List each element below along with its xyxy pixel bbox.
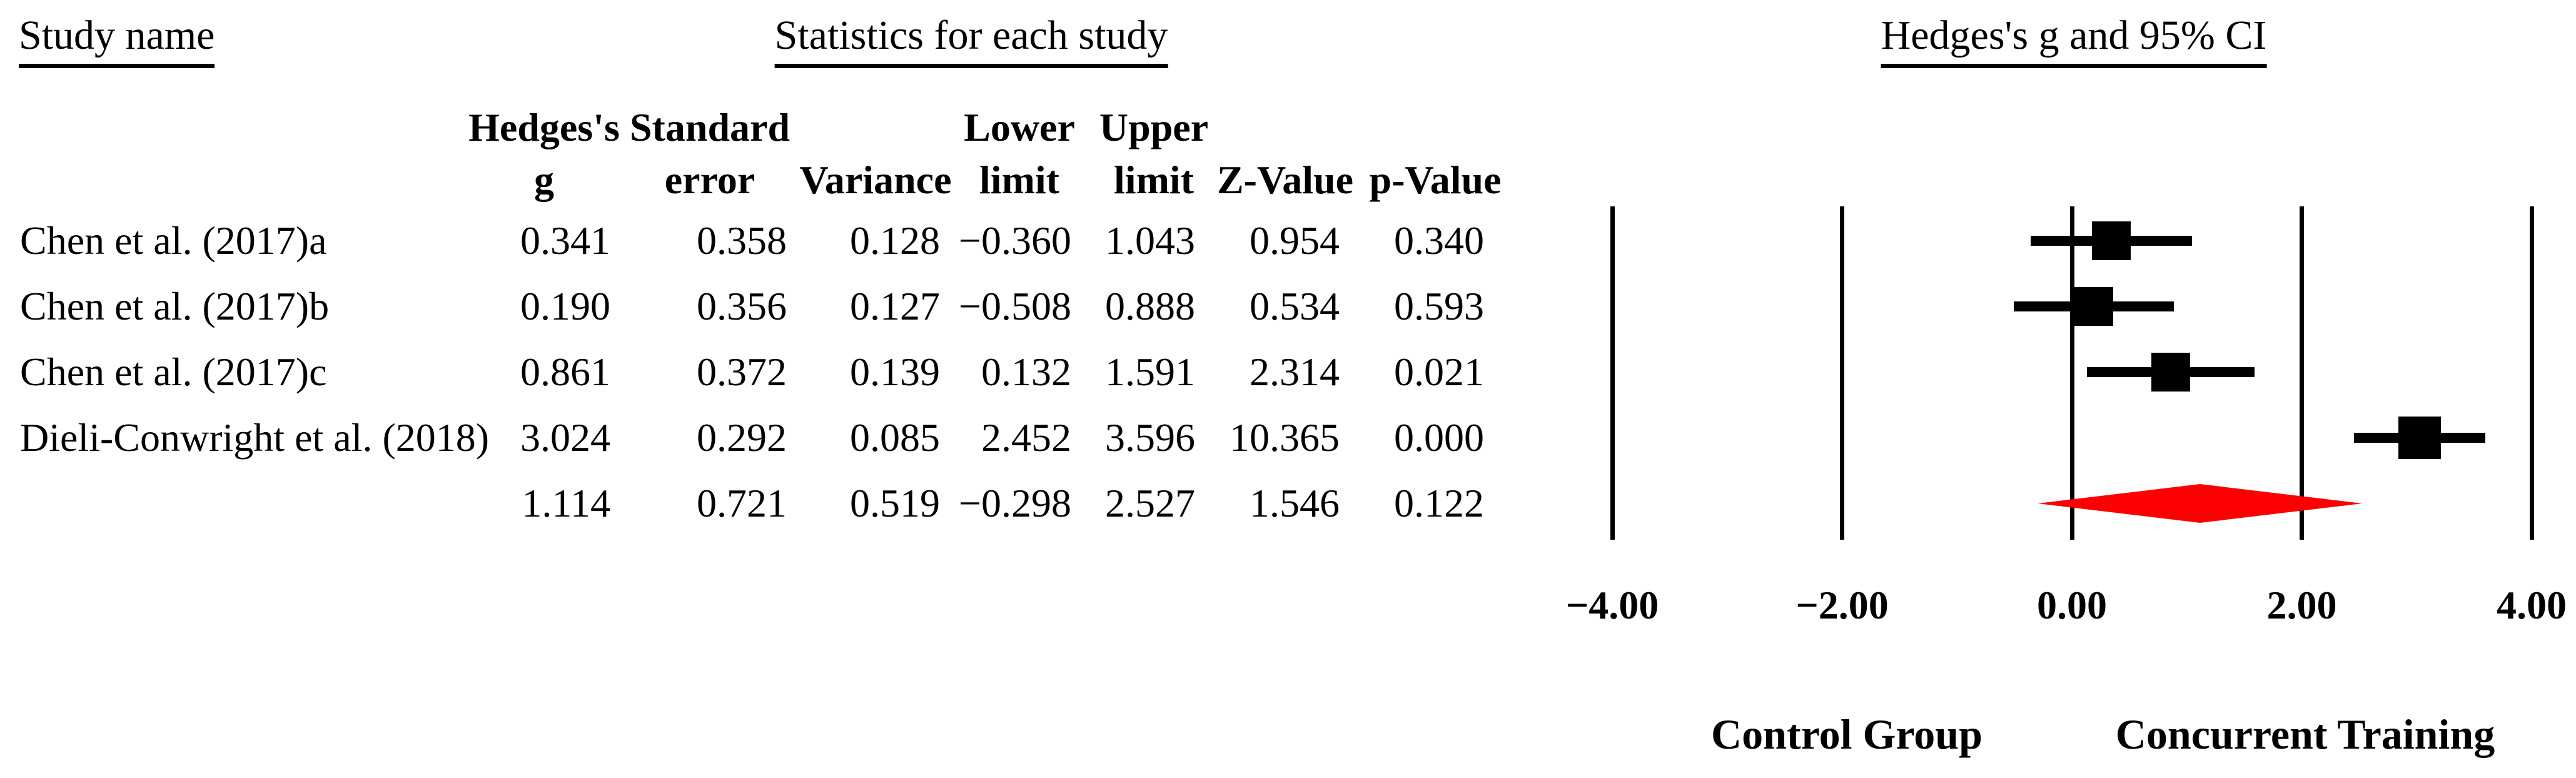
value-cell-g: 0.341 bbox=[520, 218, 610, 263]
axis-tick-label: −4.00 bbox=[1565, 583, 1659, 627]
study-name-header: Study name bbox=[19, 15, 215, 68]
value-cell-g: 1.114 bbox=[522, 481, 610, 525]
column-header-variance: Variance bbox=[799, 158, 952, 202]
value-cell-z: 1.546 bbox=[1250, 481, 1340, 525]
column-header-p-value: p-Value bbox=[1369, 158, 1502, 202]
value-cell-lower: 2.452 bbox=[981, 415, 1071, 460]
ci-header: Hedges's g and 95% CI bbox=[1881, 15, 2267, 68]
value-cell-z: 2.314 bbox=[1250, 350, 1340, 394]
value-cell-z: 0.534 bbox=[1250, 284, 1340, 328]
value-cell-upper: 2.527 bbox=[1105, 481, 1195, 525]
value-cell-se: 0.372 bbox=[697, 350, 787, 394]
value-cell-g: 0.190 bbox=[520, 284, 610, 328]
value-cell-p: 0.021 bbox=[1394, 350, 1484, 394]
axis-tick-label: −2.00 bbox=[1796, 583, 1889, 627]
study-name-cell: Dieli-Conwright et al. (2018) bbox=[20, 415, 490, 460]
axis-gridline bbox=[2529, 206, 2534, 540]
axis-gridline bbox=[1840, 206, 1844, 540]
column-header-lower-limit: Lower limit bbox=[964, 105, 1075, 202]
summary-diamond bbox=[2038, 484, 2363, 523]
axis-tick-label: 4.00 bbox=[2497, 583, 2567, 627]
axis-tick-label: 0.00 bbox=[2037, 583, 2107, 627]
value-cell-lower: 0.132 bbox=[981, 350, 1071, 394]
study-name-cell: Chen et al. (2017)a bbox=[20, 218, 327, 263]
concurrent-training-label: Concurrent Training bbox=[2115, 710, 2495, 758]
axis-gridline bbox=[1610, 206, 1615, 540]
value-cell-g: 0.861 bbox=[520, 350, 610, 394]
value-cell-upper: 0.888 bbox=[1105, 284, 1195, 328]
axis-gridline bbox=[2300, 206, 2304, 540]
effect-square bbox=[2074, 287, 2113, 326]
control-group-label: Control Group bbox=[1711, 710, 1983, 758]
value-cell-p: 0.340 bbox=[1394, 218, 1484, 263]
value-cell-z: 10.365 bbox=[1230, 415, 1340, 460]
value-cell-p: 0.593 bbox=[1394, 284, 1484, 328]
statistics-header: Statistics for each study bbox=[774, 15, 1168, 68]
column-header-hedges-g: Hedges's g bbox=[468, 105, 620, 202]
axis-tick-label: 2.00 bbox=[2266, 583, 2337, 627]
column-header-upper-limit: Upper limit bbox=[1099, 105, 1209, 202]
value-cell-p: 0.000 bbox=[1394, 415, 1484, 460]
effect-square bbox=[2091, 221, 2131, 260]
study-name-cell: Chen et al. (2017)c bbox=[20, 350, 327, 394]
value-cell-g: 3.024 bbox=[520, 415, 610, 460]
value-cell-se: 0.356 bbox=[697, 284, 787, 328]
value-cell-variance: 0.519 bbox=[850, 481, 940, 525]
value-cell-se: 0.721 bbox=[697, 481, 787, 525]
value-cell-upper: 3.596 bbox=[1105, 415, 1195, 460]
value-cell-se: 0.292 bbox=[697, 415, 787, 460]
axis-gridline bbox=[2069, 206, 2074, 540]
value-cell-se: 0.358 bbox=[697, 218, 787, 263]
column-header-standard-error: Standard error bbox=[629, 105, 790, 202]
study-name-cell: Chen et al. (2017)b bbox=[20, 284, 330, 328]
effect-square bbox=[2398, 417, 2441, 459]
effect-square bbox=[2151, 353, 2191, 392]
value-cell-z: 0.954 bbox=[1250, 218, 1340, 263]
value-cell-lower: −0.508 bbox=[958, 284, 1071, 328]
column-header-z-value: Z-Value bbox=[1216, 158, 1354, 202]
value-cell-variance: 0.127 bbox=[850, 284, 940, 328]
value-cell-variance: 0.085 bbox=[850, 415, 940, 460]
value-cell-variance: 0.128 bbox=[850, 218, 940, 263]
value-cell-p: 0.122 bbox=[1394, 481, 1484, 525]
value-cell-lower: −0.298 bbox=[958, 481, 1071, 525]
value-cell-variance: 0.139 bbox=[850, 350, 940, 394]
value-cell-lower: −0.360 bbox=[958, 218, 1071, 263]
value-cell-upper: 1.043 bbox=[1105, 218, 1195, 263]
value-cell-upper: 1.591 bbox=[1105, 350, 1195, 394]
